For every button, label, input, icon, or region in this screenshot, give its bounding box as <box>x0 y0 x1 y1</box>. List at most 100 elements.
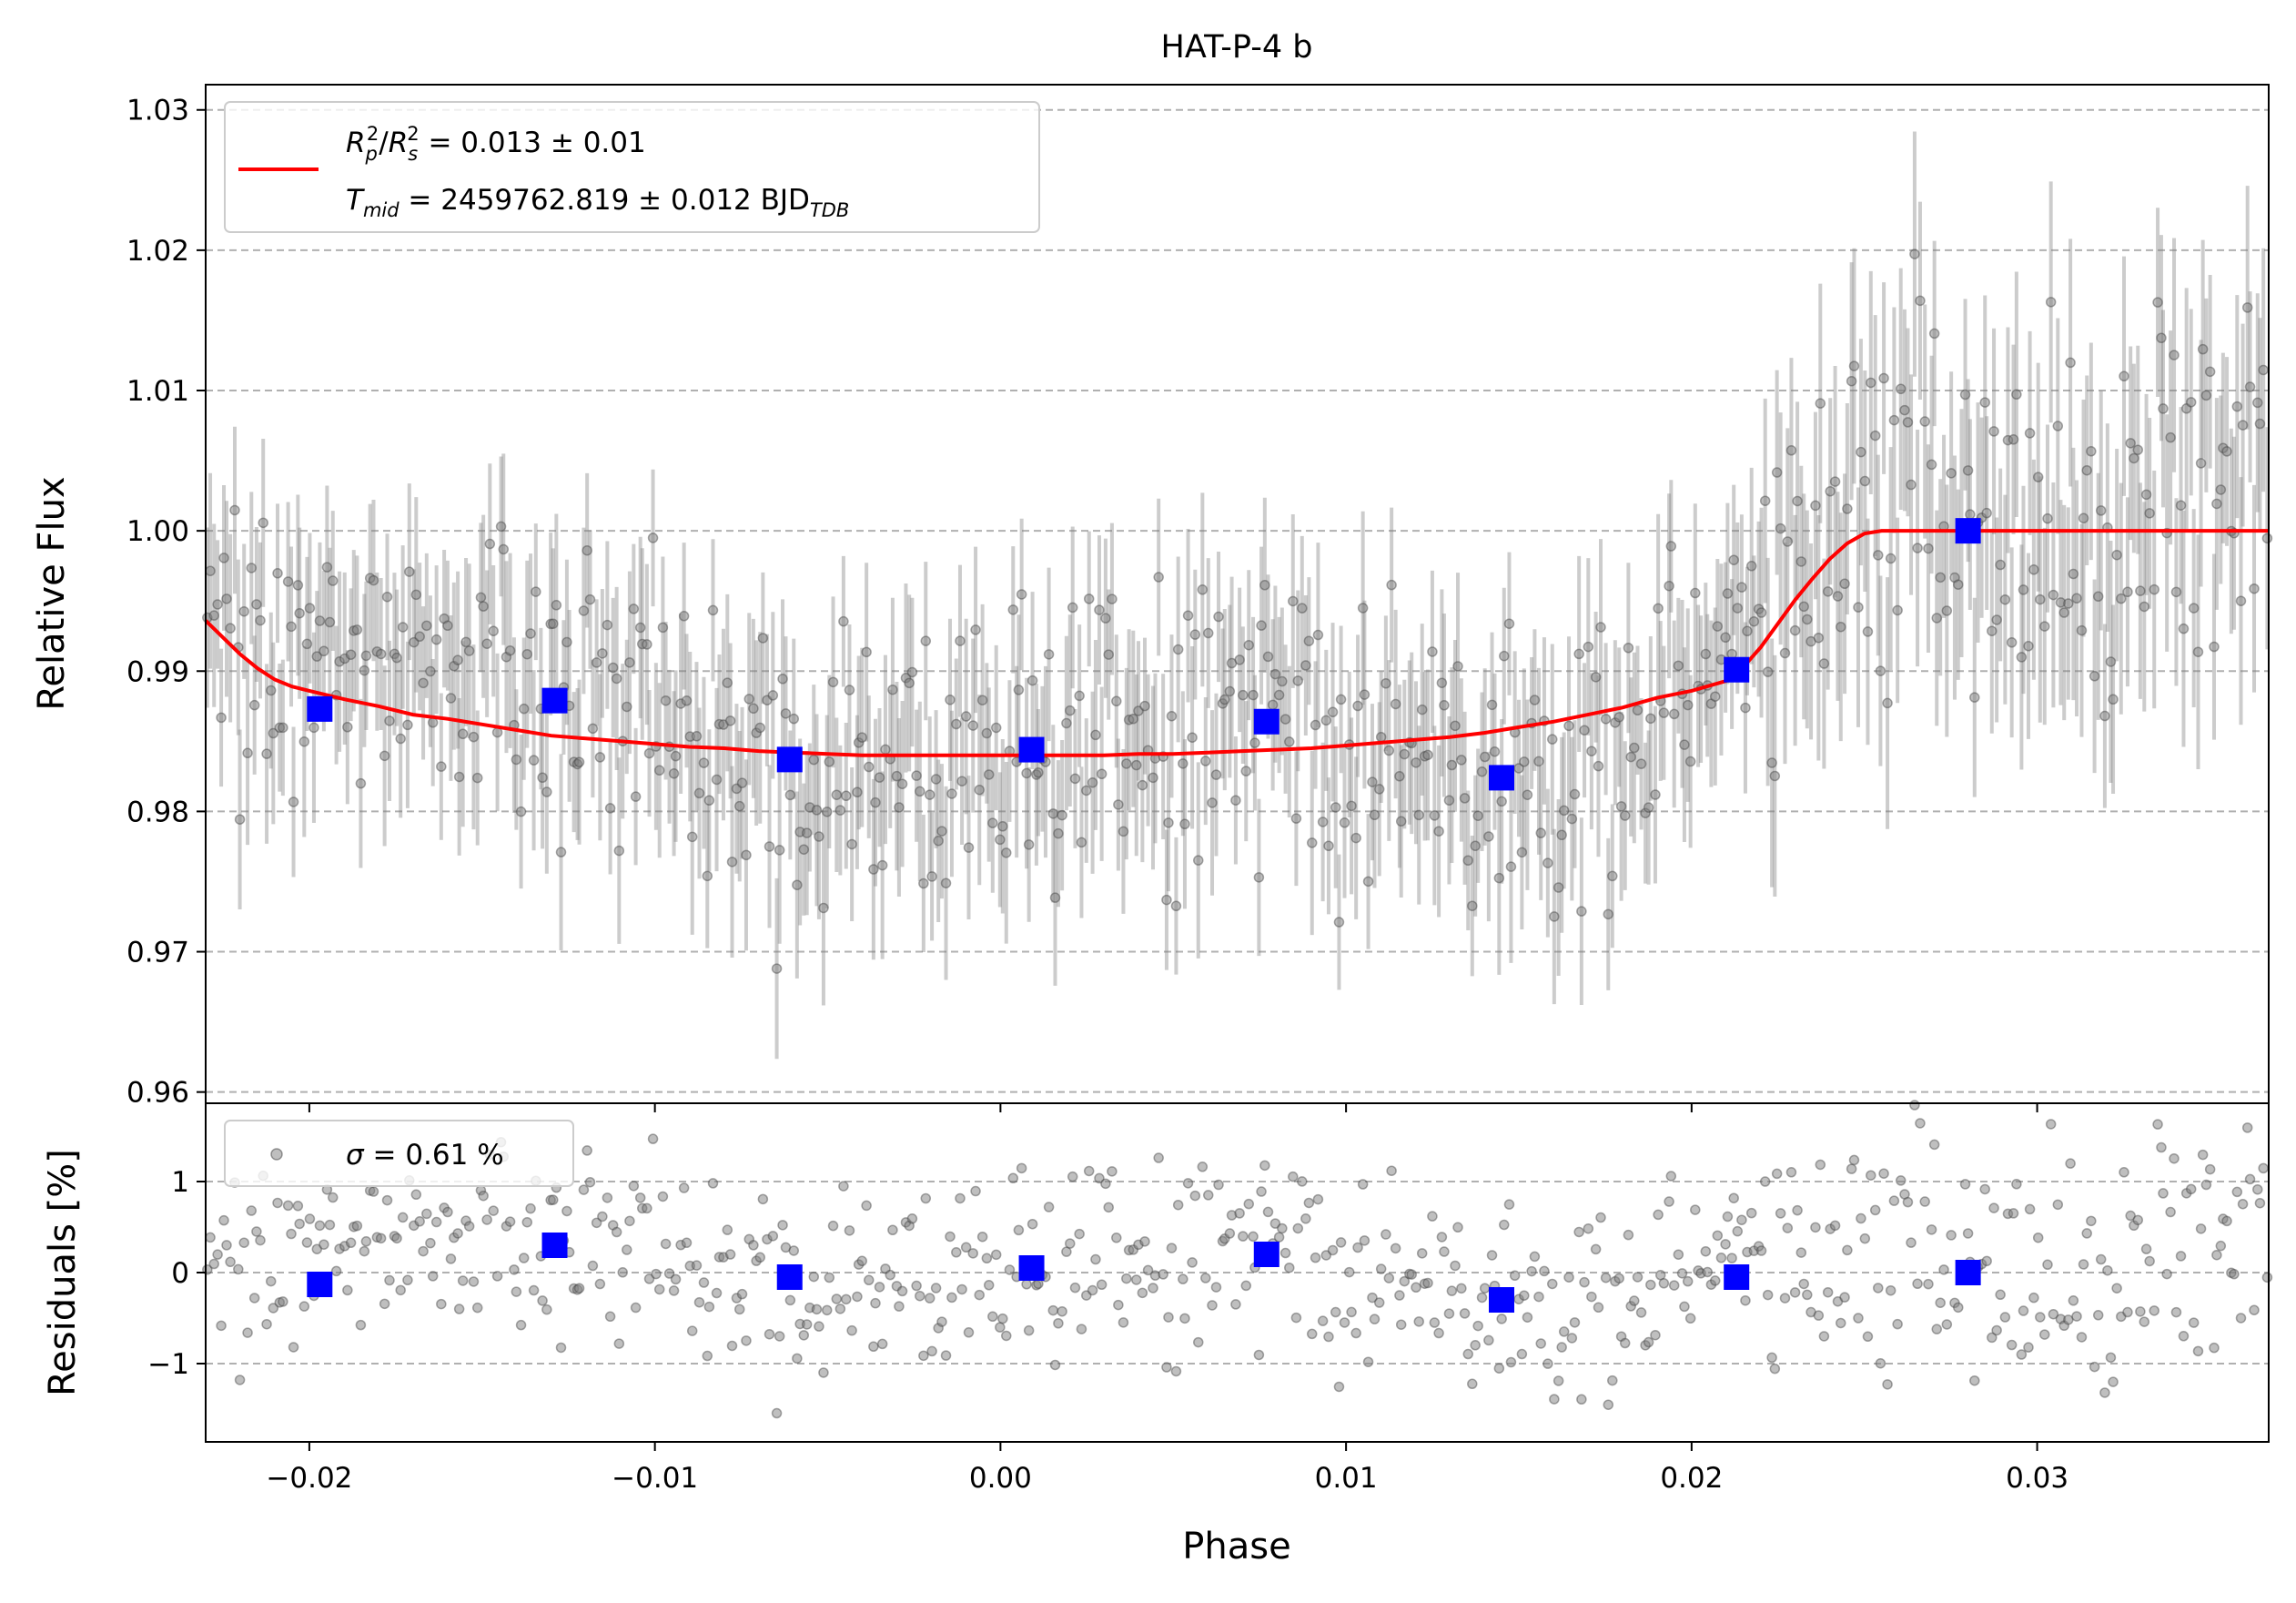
residual-point <box>1712 1230 1724 1242</box>
raw-point <box>1709 691 1721 702</box>
residual-point <box>1702 1266 1714 1278</box>
raw-point <box>1987 625 1998 636</box>
residual-point <box>504 1216 516 1227</box>
raw-point <box>841 790 852 802</box>
residual-point <box>2048 1308 2059 1320</box>
raw-point <box>468 731 480 743</box>
residual-point <box>418 1245 429 1257</box>
raw-point <box>2008 434 2019 445</box>
raw-point <box>1023 839 1035 850</box>
residual-point <box>548 1194 559 1205</box>
residual-point <box>1100 1178 1111 1190</box>
raw-point <box>1049 892 1061 903</box>
raw-point <box>743 694 754 705</box>
residual-point <box>2188 1317 2200 1328</box>
x-tick-label: 0.01 <box>1315 1462 1378 1495</box>
residual-point <box>1320 1250 1332 1261</box>
raw-point <box>2252 397 2263 409</box>
raw-point <box>1373 784 1385 795</box>
residual-point <box>584 1176 596 1188</box>
residual-point <box>936 1316 947 1327</box>
raw-point <box>1259 580 1270 591</box>
raw-point <box>395 733 406 745</box>
raw-point <box>736 777 748 788</box>
raw-point <box>1390 698 1401 710</box>
residual-point <box>1240 1280 1252 1292</box>
raw-point <box>463 645 475 656</box>
residual-point <box>955 1192 966 1204</box>
raw-point <box>597 648 608 659</box>
residual-point <box>681 1237 693 1249</box>
raw-point <box>445 693 457 704</box>
residual-point <box>1503 1199 1515 1210</box>
raw-point <box>391 652 402 664</box>
raw-point <box>304 603 316 614</box>
raw-point <box>591 657 602 668</box>
main-model-curve <box>204 529 2269 757</box>
raw-point <box>2052 421 2064 431</box>
residual-point <box>1566 1333 1578 1344</box>
residual-point <box>1007 1172 1019 1184</box>
residual-point <box>1715 1253 1727 1263</box>
residual-point <box>918 1350 929 1362</box>
x-tick-label: 0.02 <box>1660 1462 1723 1495</box>
residual-point <box>663 1268 675 1279</box>
residual-point <box>774 1331 785 1342</box>
residual-point <box>2231 1186 2243 1198</box>
raw-point <box>1665 541 1677 552</box>
residual-point <box>212 1249 223 1260</box>
raw-point <box>1111 695 1122 707</box>
residual-point <box>2197 1149 2209 1161</box>
residual-point <box>511 1286 522 1297</box>
residual-point <box>1906 1237 1917 1248</box>
raw-point <box>668 768 680 779</box>
residual-point <box>906 1213 918 1224</box>
residual-point <box>2132 1214 2144 1226</box>
residual-point <box>841 1294 852 1305</box>
residual-point <box>2032 1232 2044 1243</box>
raw-point <box>870 796 881 808</box>
raw-point <box>1243 639 1255 651</box>
raw-point <box>1558 805 1570 817</box>
raw-point <box>1452 661 1463 672</box>
raw-point <box>1249 737 1260 748</box>
x-tick-label: 0.03 <box>2006 1462 2068 1495</box>
raw-point <box>1057 809 1067 821</box>
residual-point <box>1395 1319 1407 1330</box>
raw-point <box>1411 757 1421 768</box>
residual-point <box>1792 1204 1803 1216</box>
raw-point <box>981 727 993 739</box>
raw-point <box>1586 746 1597 756</box>
residual-point <box>824 1272 835 1283</box>
raw-point <box>956 776 967 786</box>
raw-point <box>1878 372 1889 384</box>
residual-binned-point <box>1018 1255 1045 1281</box>
main-y-axis-label: Relative Flux <box>31 476 73 710</box>
raw-point <box>887 684 898 695</box>
residual-y-ticks: −1 0 1 <box>147 1166 206 1381</box>
residual-point <box>1310 1252 1321 1263</box>
residual-point <box>1728 1192 1739 1203</box>
raw-point <box>930 774 942 785</box>
residual-point <box>491 1271 503 1282</box>
residual-binned-point <box>1724 1264 1750 1290</box>
residual-point <box>1549 1394 1560 1405</box>
raw-point <box>844 685 855 695</box>
residual-point <box>1795 1247 1807 1258</box>
residual-y-tick-label: 1 <box>171 1166 189 1199</box>
residual-point <box>1802 1289 1813 1301</box>
residual-point <box>391 1233 402 1244</box>
raw-point <box>1300 660 1311 671</box>
residual-point <box>2006 1339 2018 1351</box>
raw-point <box>234 814 246 825</box>
raw-point <box>2081 464 2092 476</box>
raw-point <box>2175 500 2187 511</box>
raw-point <box>573 756 585 767</box>
raw-point <box>2156 332 2167 344</box>
raw-point <box>657 622 669 634</box>
raw-point <box>1832 591 1844 602</box>
raw-point <box>1219 694 1230 705</box>
raw-point <box>414 631 425 643</box>
residual-point <box>2200 1179 2212 1191</box>
raw-point <box>1650 789 1661 800</box>
